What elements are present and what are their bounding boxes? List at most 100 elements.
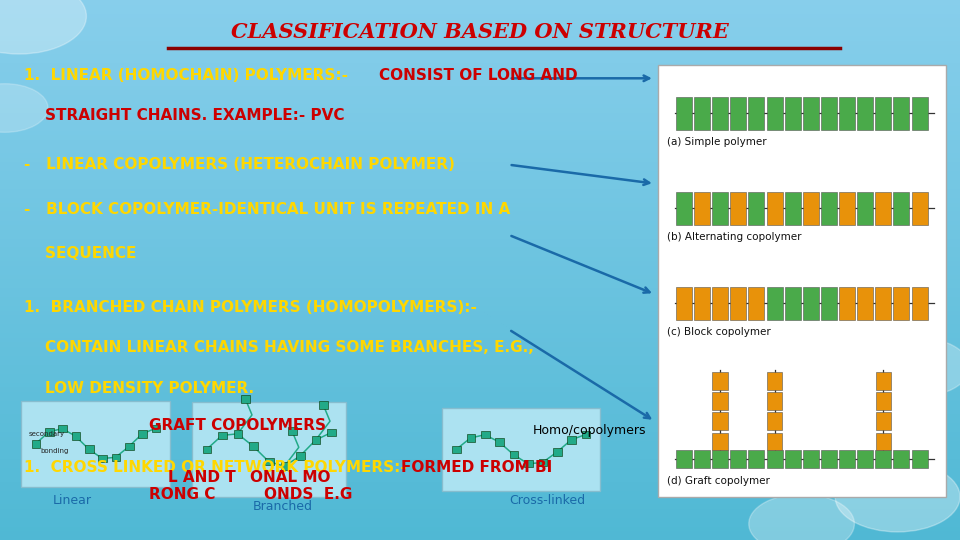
Bar xyxy=(712,433,728,450)
Bar xyxy=(803,450,819,469)
Bar xyxy=(912,97,927,130)
Bar xyxy=(694,97,710,130)
Bar xyxy=(821,287,837,320)
Text: Linear: Linear xyxy=(53,494,91,507)
Bar xyxy=(731,287,746,320)
Text: SEQUENCE: SEQUENCE xyxy=(24,246,136,261)
Bar xyxy=(784,450,801,469)
Text: bonding: bonding xyxy=(40,448,69,454)
Text: RONG C: RONG C xyxy=(149,487,215,502)
Bar xyxy=(567,436,576,444)
Text: L AND T: L AND T xyxy=(168,470,236,485)
Text: CONSIST OF LONG AND: CONSIST OF LONG AND xyxy=(379,68,578,83)
Text: Homo/copolymers: Homo/copolymers xyxy=(533,424,646,437)
Bar xyxy=(767,413,782,430)
Bar xyxy=(265,458,274,465)
Bar xyxy=(495,438,504,446)
Bar xyxy=(767,450,782,469)
Bar xyxy=(912,450,927,469)
Bar xyxy=(749,450,764,469)
Text: -   BLOCK COPOLYMER-IDENTICAL UNIT IS REPEATED IN A: - BLOCK COPOLYMER-IDENTICAL UNIT IS REPE… xyxy=(24,202,511,218)
Bar xyxy=(876,97,891,130)
Bar xyxy=(242,395,250,402)
Bar xyxy=(553,448,562,456)
Bar xyxy=(784,287,801,320)
Bar xyxy=(467,434,475,442)
Circle shape xyxy=(864,338,960,397)
Bar xyxy=(72,433,81,440)
Bar xyxy=(250,442,258,450)
Bar xyxy=(894,287,909,320)
Bar xyxy=(712,97,729,130)
Bar xyxy=(876,373,891,390)
Circle shape xyxy=(749,494,854,540)
Bar xyxy=(111,454,120,461)
Bar xyxy=(296,453,304,460)
Circle shape xyxy=(837,422,910,463)
Bar xyxy=(539,459,547,467)
Bar xyxy=(767,97,782,130)
Text: GRAFT COPOLYMERS: GRAFT COPOLYMERS xyxy=(149,418,325,434)
Text: Branched: Branched xyxy=(253,500,313,513)
Bar xyxy=(803,97,819,130)
Bar xyxy=(694,287,710,320)
Bar xyxy=(839,192,855,225)
Bar xyxy=(894,450,909,469)
Bar xyxy=(876,413,891,430)
Text: Cross-linked: Cross-linked xyxy=(509,494,586,507)
Bar xyxy=(320,401,328,409)
Bar xyxy=(857,192,874,225)
Bar xyxy=(582,431,590,438)
Text: (a) Simple polymer: (a) Simple polymer xyxy=(667,137,767,147)
Bar xyxy=(694,192,710,225)
Bar xyxy=(59,425,67,433)
Text: (c) Block copolymer: (c) Block copolymer xyxy=(667,327,771,337)
Bar xyxy=(912,192,927,225)
Bar xyxy=(912,287,927,320)
Bar xyxy=(442,408,600,491)
Circle shape xyxy=(835,462,960,532)
Bar xyxy=(857,97,874,130)
Bar xyxy=(712,413,728,430)
Text: STRAIGHT CHAINS. EXAMPLE:- PVC: STRAIGHT CHAINS. EXAMPLE:- PVC xyxy=(24,108,345,123)
Bar xyxy=(784,192,801,225)
Bar xyxy=(192,402,346,497)
Text: ONAL MO: ONAL MO xyxy=(250,470,330,485)
Text: 1.  LINEAR (HOMOCHAIN) POLYMERS:-: 1. LINEAR (HOMOCHAIN) POLYMERS:- xyxy=(24,68,353,83)
Text: 1.  CROSS LINKED OR NETWORK POLYMERS:-: 1. CROSS LINKED OR NETWORK POLYMERS:- xyxy=(24,460,412,475)
Bar xyxy=(32,440,40,448)
Bar xyxy=(452,446,461,454)
Bar xyxy=(821,192,837,225)
Bar xyxy=(21,401,170,487)
Bar xyxy=(152,424,160,432)
Bar xyxy=(712,393,728,410)
Bar xyxy=(821,450,837,469)
Bar xyxy=(749,97,764,130)
Bar xyxy=(767,287,782,320)
Text: FORMED FROM BI: FORMED FROM BI xyxy=(401,460,553,475)
Text: CLASSIFICATION BASED ON STRUCTURE: CLASSIFICATION BASED ON STRUCTURE xyxy=(231,22,729,42)
Bar xyxy=(45,428,54,436)
Bar xyxy=(749,287,764,320)
Text: -   LINEAR COPOLYMERS (HETEROCHAIN POLYMER): - LINEAR COPOLYMERS (HETEROCHAIN POLYMER… xyxy=(24,157,455,172)
Bar xyxy=(676,97,692,130)
Bar xyxy=(510,451,518,458)
Bar xyxy=(876,450,891,469)
Text: 1.  BRANCHED CHAIN POLYMERS (HOMOPOLYMERS):-: 1. BRANCHED CHAIN POLYMERS (HOMOPOLYMERS… xyxy=(24,300,477,315)
Bar xyxy=(894,192,909,225)
Bar xyxy=(234,430,242,437)
Text: (d) Graft copolymer: (d) Graft copolymer xyxy=(667,476,770,486)
Bar xyxy=(767,393,782,410)
Bar xyxy=(839,97,855,130)
Bar xyxy=(876,393,891,410)
Circle shape xyxy=(0,84,48,132)
Bar xyxy=(803,287,819,320)
Bar xyxy=(327,429,336,436)
Text: secondary: secondary xyxy=(29,431,65,437)
Bar xyxy=(694,450,710,469)
Bar xyxy=(803,192,819,225)
Bar xyxy=(676,287,692,320)
Bar xyxy=(731,450,746,469)
Bar xyxy=(676,450,692,469)
Bar xyxy=(280,462,289,470)
